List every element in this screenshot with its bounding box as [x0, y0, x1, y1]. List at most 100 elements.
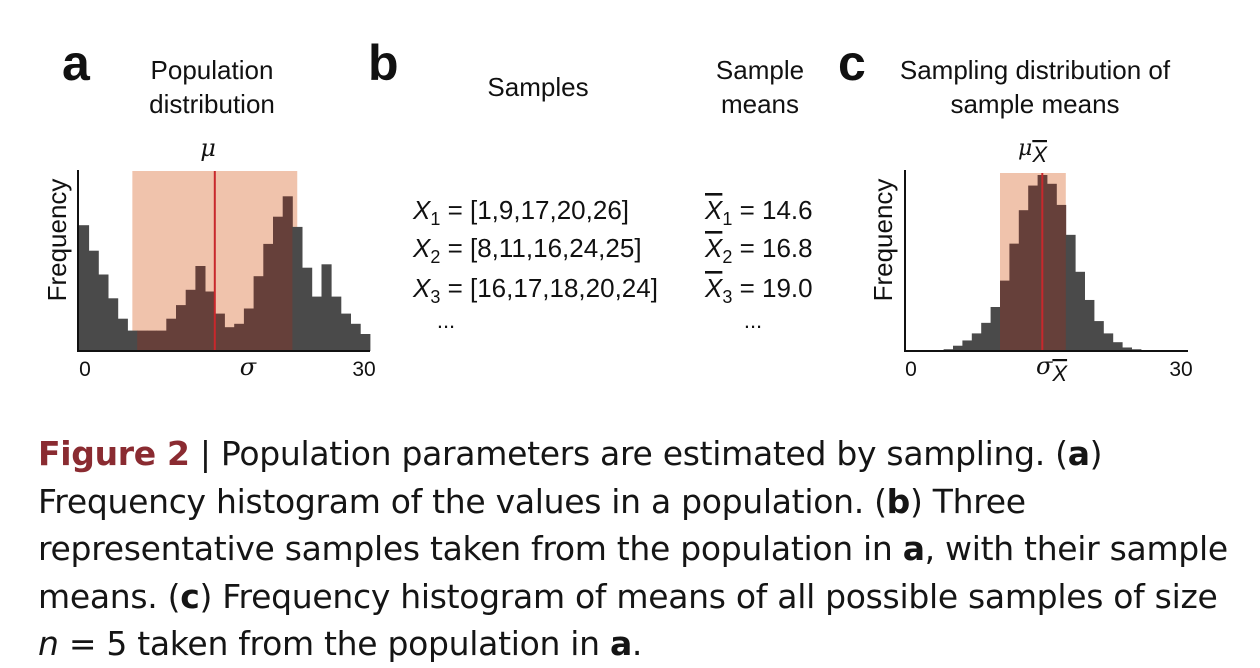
caption-n-variable: n — [38, 624, 59, 663]
caption-text-2: ) Frequency histogram of the values in a… — [38, 434, 1103, 521]
sample-row-2-var: X — [412, 233, 432, 263]
sample-row-1-values: = [1,9,17,20,26] — [440, 195, 629, 225]
panel-c-bar — [1009, 243, 1020, 351]
panel-a-bar — [98, 274, 109, 351]
caption-text-5: ) Frequency histogram of means of all po… — [199, 576, 1218, 616]
mean-row-1-value: = 14.6 — [732, 195, 812, 225]
panel-a-bar — [282, 196, 293, 351]
panel-a-bar — [263, 243, 274, 351]
panel-c-bar — [1047, 183, 1057, 351]
panel-c-bar — [1056, 204, 1067, 351]
sample-means-header-line1: Sample — [716, 55, 804, 85]
panel-a: a Population distribution μ Frequency 0 … — [42, 35, 376, 381]
panel-c-sigma-symbol: σ — [1036, 352, 1053, 380]
mean-row-1-sub: 1 — [722, 209, 732, 229]
panel-a-bar — [79, 225, 90, 351]
panel-c-bar — [1084, 299, 1095, 351]
mean-row-2-value: = 16.8 — [732, 233, 812, 263]
panel-a-bar — [166, 318, 177, 351]
sample-means-header-line2: means — [721, 89, 799, 119]
panel-a-sigma-label: σ — [240, 353, 257, 381]
sample-row-2: X2 = [8,11,16,24,25] — [412, 233, 642, 267]
caption-separator: | — [189, 434, 221, 473]
sample-row-3-var: X — [412, 273, 432, 303]
panel-a-bar — [185, 289, 196, 351]
panel-a-bar — [205, 291, 216, 351]
samples-ellipsis: ... — [437, 308, 455, 333]
panel-a-bar — [350, 323, 361, 351]
panel-c-bar — [1094, 321, 1104, 351]
sample-row-3-sub: 3 — [430, 287, 440, 307]
panel-a-y-axis-label: Frequency — [42, 179, 72, 302]
mean-row-2-sub: 2 — [722, 247, 732, 267]
panel-a-bar — [302, 267, 313, 351]
panel-c-y-axis-label: Frequency — [868, 179, 898, 302]
panel-a-bar — [108, 298, 119, 351]
panel-c-bar — [1112, 342, 1123, 351]
mean-row-1-var: X — [704, 195, 724, 225]
panel-c-mu-symbol: μ — [1018, 136, 1032, 161]
panel-a-bar — [88, 250, 99, 351]
panel-a-bar — [224, 327, 235, 351]
mean-row-3-sub: 3 — [722, 287, 732, 307]
panel-c-mu-label: μX — [1018, 136, 1048, 167]
panel-c-bar — [1028, 185, 1038, 351]
caption-text-3: ) Three representative samples taken fro… — [38, 481, 1026, 569]
panel-a-letter: a — [62, 35, 91, 91]
panel-c-title-line2: sample means — [950, 89, 1119, 119]
sample-row-1-sub: 1 — [430, 209, 440, 229]
panel-c-title-line1: Sampling distribution of — [900, 55, 1171, 85]
mean-row-1: X1 = 14.6 — [704, 195, 813, 229]
panel-a-bar — [340, 313, 351, 351]
mean-row-3: X3 = 19.0 — [704, 273, 813, 307]
panel-c-bar — [962, 340, 973, 351]
caption-panel-ref-a: a — [1067, 434, 1090, 473]
panel-c-bar — [981, 322, 991, 351]
panel-c-x-min-label: 0 — [905, 358, 917, 381]
panel-a-bar — [234, 323, 245, 351]
sample-row-1: X1 = [1,9,17,20,26] — [412, 195, 629, 229]
caption-panel-ref-b: b — [886, 481, 911, 521]
panel-c-bar — [971, 333, 982, 351]
caption-text-1: Population parameters are estimated by s… — [220, 434, 1068, 473]
figure-label: Figure 2 — [38, 434, 190, 473]
panel-a-bar — [195, 266, 206, 351]
caption-text-4: , with their sample means. ( — [38, 529, 1228, 616]
caption-text-6: = 5 taken from the population in — [58, 624, 610, 663]
panel-c-histogram — [943, 173, 1142, 351]
panel-c-sigma-subscript: X — [1051, 361, 1068, 386]
panel-a-bar — [127, 330, 138, 351]
mean-row-2-var: X — [704, 233, 724, 263]
sample-row-3: X3 = [16,17,18,20,24] — [412, 273, 658, 307]
panel-a-bar — [292, 226, 303, 351]
panel-a-x-min-label: 0 — [79, 358, 91, 381]
panel-c-x-max-label: 30 — [1169, 358, 1192, 381]
caption-panel-ref-a-2: a — [902, 529, 925, 568]
panel-a-mu-label: μ — [200, 134, 216, 162]
panel-c-bar — [1065, 234, 1076, 351]
panel-a-histogram — [79, 171, 371, 351]
caption-panel-ref-a-3: a — [609, 624, 632, 663]
samples-header: Samples — [487, 72, 588, 102]
panel-c-bar — [953, 345, 963, 351]
panel-a-bar — [156, 330, 167, 351]
panel-b: b Samples Sample means X1 = [1,9,17,20,2… — [368, 35, 813, 333]
panel-a-bar — [273, 216, 284, 351]
mean-row-2: X2 = 16.8 — [704, 233, 813, 267]
panel-c: c Sampling distribution of sample means … — [838, 35, 1193, 386]
panel-c-bar — [1122, 347, 1132, 351]
panel-a-bar — [243, 308, 254, 351]
caption-panel-ref-c: c — [180, 576, 200, 616]
mean-row-3-value: = 19.0 — [732, 273, 812, 303]
panel-a-bar — [360, 334, 371, 351]
panel-a-bar — [214, 313, 225, 351]
panel-c-bar — [1103, 333, 1114, 351]
panel-a-x-max-label: 30 — [352, 358, 375, 381]
panel-a-bar — [253, 276, 264, 351]
panel-a-bar — [331, 296, 342, 351]
panel-c-mu-subscript: X — [1031, 142, 1048, 167]
panel-c-bar — [990, 307, 1001, 351]
panel-a-bar — [321, 264, 332, 351]
panel-a-title-line2: distribution — [149, 89, 275, 119]
panel-c-letter: c — [838, 35, 866, 91]
